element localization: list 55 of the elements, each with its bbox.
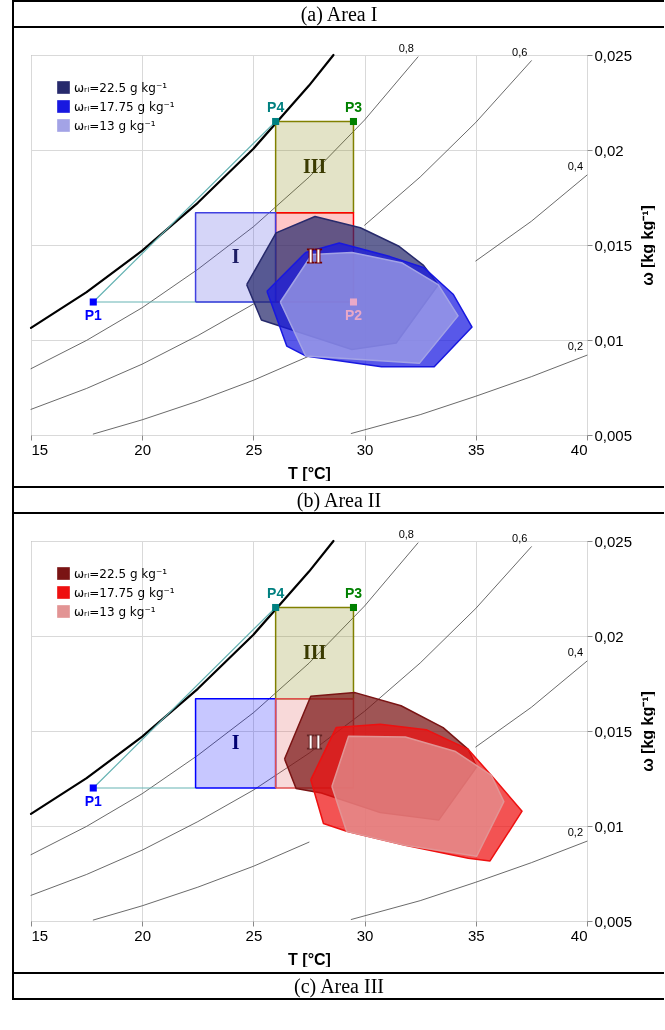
y-tick-label: 0,025 xyxy=(594,532,633,550)
x-tick-label: 25 xyxy=(245,440,263,458)
y-tick-label: 0,02 xyxy=(594,141,624,159)
y-tick-label: 0,025 xyxy=(594,46,633,64)
series-label: 0,2 xyxy=(567,826,583,839)
y-tick-label: 0,015 xyxy=(594,236,633,254)
annotation: P2 xyxy=(344,307,363,323)
annotation: P1 xyxy=(84,793,103,809)
legend-label: ωᵣᵢ=17.75 g kg⁻¹ xyxy=(74,585,175,600)
y-axis-title: ω [kg kg⁻¹] xyxy=(638,691,656,772)
y-axis-title: ω [kg kg⁻¹] xyxy=(638,205,656,286)
series-label: 0,4 xyxy=(567,646,583,659)
x-axis-title: T [°C] xyxy=(288,464,331,482)
annotation: III xyxy=(302,155,327,178)
y-tick-label: 0,005 xyxy=(594,912,633,930)
x-tick-label: 40 xyxy=(570,440,588,458)
x-tick-label: 20 xyxy=(134,440,152,458)
legend-label: ωᵣᵢ=22.5 g kg⁻¹ xyxy=(74,566,168,581)
y-tick-label: 0,02 xyxy=(594,627,624,645)
legend-label: ωᵣᵢ=22.5 g kg⁻¹ xyxy=(74,80,168,95)
annotation: II xyxy=(306,731,323,754)
legend-label: ωᵣᵢ=13 g kg⁻¹ xyxy=(74,118,156,133)
series-label: 0,2 xyxy=(567,340,583,353)
x-tick-label: 15 xyxy=(31,926,49,944)
annotation: P1 xyxy=(84,307,103,323)
x-tick-label: 15 xyxy=(31,440,49,458)
x-tick-label: 40 xyxy=(570,926,588,944)
chart-title: (b) Area II xyxy=(14,488,664,514)
legend-label: ωᵣᵢ=17.75 g kg⁻¹ xyxy=(74,99,175,114)
x-tick-label: 30 xyxy=(356,926,374,944)
x-axis-title: T [°C] xyxy=(288,950,331,968)
annotation: P4 xyxy=(267,98,285,115)
annotation: I xyxy=(231,731,240,754)
series-label: 0,8 xyxy=(398,527,414,540)
y-tick-label: 0,015 xyxy=(594,722,633,740)
annotation: III xyxy=(302,641,327,664)
y-tick-label: 0,005 xyxy=(594,426,633,444)
annotation: P3 xyxy=(344,584,363,601)
x-tick-label: 35 xyxy=(467,926,485,944)
series-label: 0,6 xyxy=(512,531,528,544)
x-tick-label: 20 xyxy=(134,926,152,944)
y-tick-label: 0,01 xyxy=(594,331,624,349)
series-label: 0,6 xyxy=(512,45,528,58)
chart-title: (a) Area I xyxy=(14,2,664,28)
annotation: P3 xyxy=(344,98,363,115)
annotation: I xyxy=(231,245,240,268)
x-tick-label: 35 xyxy=(467,440,485,458)
x-tick-label: 30 xyxy=(356,440,374,458)
annotation: P4 xyxy=(267,584,285,601)
series-label: 0,8 xyxy=(398,41,414,54)
y-tick-label: 0,01 xyxy=(594,817,624,835)
x-tick-label: 25 xyxy=(245,926,263,944)
series-label: 0,4 xyxy=(567,160,583,173)
text: (c) Area III xyxy=(293,974,385,998)
legend-label: ωᵣᵢ=13 g kg⁻¹ xyxy=(74,604,156,619)
